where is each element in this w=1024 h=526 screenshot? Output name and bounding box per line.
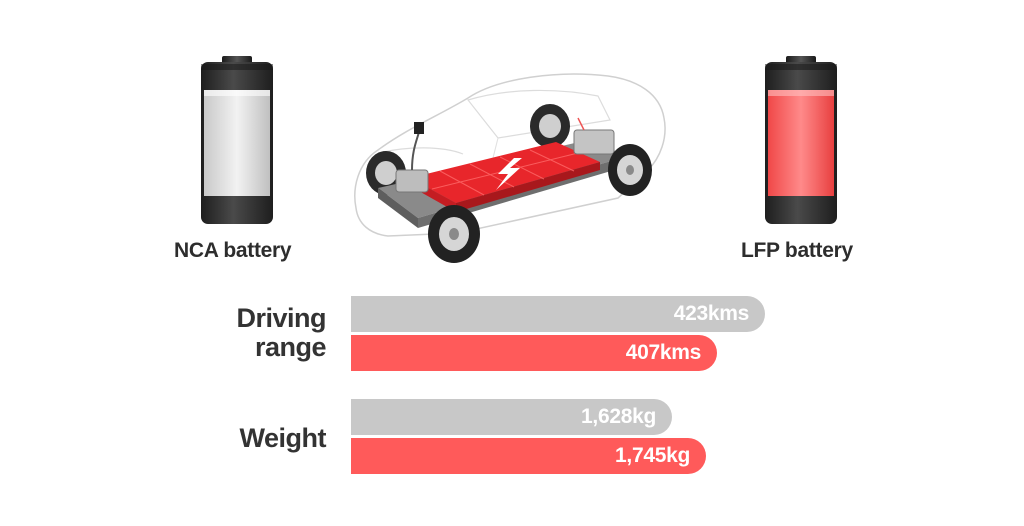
bar-nca-weight-value: 1,628kg bbox=[581, 405, 656, 428]
bar-nca-weight: 1,628kg bbox=[351, 399, 672, 435]
bar-lfp-weight-value: 1,745kg bbox=[615, 444, 690, 467]
bar-lfp-weight: 1,745kg bbox=[351, 438, 706, 474]
driving-range-label-line1: Driving bbox=[236, 303, 326, 333]
lfp-battery-icon bbox=[765, 56, 837, 224]
weight-label-line1: Weight bbox=[239, 423, 327, 453]
bar-lfp-driving-range: 407kms bbox=[351, 335, 717, 371]
driving-range-label: Driving range bbox=[180, 304, 326, 362]
nca-battery-icon bbox=[201, 56, 273, 224]
lfp-battery-label: LFP battery bbox=[741, 239, 853, 262]
bar-nca-driving-range-value: 423kms bbox=[673, 302, 750, 325]
bar-nca-driving-range: 423kms bbox=[351, 296, 765, 332]
nca-battery-label: NCA battery bbox=[174, 239, 292, 262]
weight-label: Weight bbox=[180, 423, 327, 453]
electric-car-illustration bbox=[354, 73, 666, 263]
driving-range-label-line2: range bbox=[254, 332, 327, 362]
bar-lfp-driving-range-value: 407kms bbox=[625, 341, 702, 364]
